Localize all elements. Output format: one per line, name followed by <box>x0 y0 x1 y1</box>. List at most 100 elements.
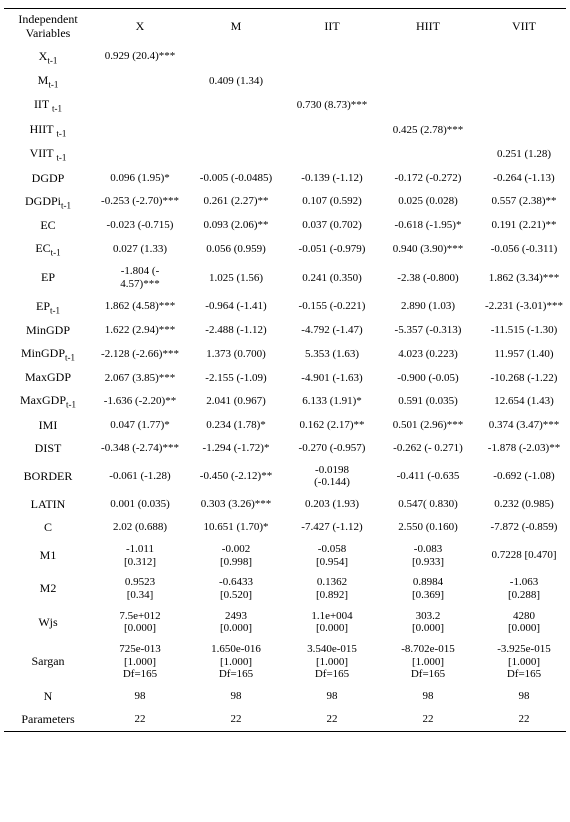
cell: 2.02 (0.688) <box>92 516 188 539</box>
cell: -2.231 (-3.01)*** <box>476 295 570 319</box>
table-row: LATIN0.001 (0.035)0.303 (3.26)***0.203 (… <box>4 493 570 516</box>
row-label-subscript: t-1 <box>47 55 57 65</box>
cell: 0.261 (2.27)** <box>188 190 284 214</box>
cell: 0.037 (0.702) <box>284 214 380 237</box>
cell: -7.427 (-1.12) <box>284 516 380 539</box>
cell: 0.251 (1.28) <box>476 142 570 166</box>
row-label-text: IMI <box>39 418 58 432</box>
table-row: EC-0.023 (-0.715)0.093 (2.06)**0.037 (0.… <box>4 214 570 237</box>
row-label-text: MaxGDP <box>20 393 66 407</box>
cell: 725e-013[1.000]Df=165 <box>92 639 188 685</box>
row-label-text: M1 <box>40 548 57 562</box>
cell: 0.501 (2.96)*** <box>380 414 476 437</box>
row-label: BORDER <box>4 460 92 493</box>
cell: -0.002[0.998] <box>188 539 284 572</box>
cell: 1.1e+004[0.000] <box>284 606 380 639</box>
row-label-text: M <box>38 73 49 87</box>
row-label: MaxGDP <box>4 366 92 389</box>
cell: -0.056 (-0.311) <box>476 237 570 261</box>
cell: 0.7228 [0.470] <box>476 539 570 572</box>
cell: 4280[0.000] <box>476 606 570 639</box>
row-label: MinGDP <box>4 319 92 342</box>
table-row: C2.02 (0.688)10.651 (1.70)*-7.427 (-1.12… <box>4 516 570 539</box>
cell: -2.38 (-0.800) <box>380 261 476 294</box>
cell: 2.041 (0.967) <box>188 389 284 413</box>
table-row: MaxGDPt-1-1.636 (-2.20)**2.041 (0.967)6.… <box>4 389 570 413</box>
row-label: MaxGDPt-1 <box>4 389 92 413</box>
cell: 0.056 (0.959) <box>188 237 284 261</box>
cell <box>92 93 188 117</box>
cell <box>380 142 476 166</box>
cell: -0.253 (-2.70)*** <box>92 190 188 214</box>
row-label: M1 <box>4 539 92 572</box>
col-head-1: M <box>188 9 284 45</box>
bottom-rule <box>4 731 566 732</box>
cell: -0.051 (-0.979) <box>284 237 380 261</box>
cell: -1.294 (-1.72)* <box>188 437 284 460</box>
row-label-text: VIIT <box>30 146 57 160</box>
cell: 5.353 (1.63) <box>284 342 380 366</box>
cell: 0.232 (0.985) <box>476 493 570 516</box>
cell: -4.792 (-1.47) <box>284 319 380 342</box>
row-label-text: Sargan <box>31 654 64 668</box>
cell: 3.540e-015[1.000]Df=165 <box>284 639 380 685</box>
cell <box>188 118 284 142</box>
table-row: DIST-0.348 (-2.74)***-1.294 (-1.72)*-0.2… <box>4 437 570 460</box>
cell <box>380 45 476 69</box>
cell: -0.083[0.933] <box>380 539 476 572</box>
row-label-text: IIT <box>34 97 52 111</box>
row-label-text: BORDER <box>24 469 73 483</box>
cell <box>188 93 284 117</box>
row-label-text: DGDP <box>32 171 65 185</box>
row-label: Sargan <box>4 639 92 685</box>
cell: -0.348 (-2.74)*** <box>92 437 188 460</box>
row-label: Xt-1 <box>4 45 92 69</box>
row-label-subscript: t-1 <box>66 400 76 410</box>
cell: -0.262 (- 0.271) <box>380 437 476 460</box>
cell: -0.964 (-1.41) <box>188 295 284 319</box>
row-label-text: EC <box>35 241 50 255</box>
cell <box>380 93 476 117</box>
cell: 0.027 (1.33) <box>92 237 188 261</box>
row-label-text: LATIN <box>31 497 66 511</box>
cell: 22 <box>92 708 188 731</box>
cell: 2.067 (3.85)*** <box>92 366 188 389</box>
row-label-subscript: t-1 <box>61 200 71 210</box>
cell: 0.203 (1.93) <box>284 493 380 516</box>
row-label: DGDP <box>4 167 92 190</box>
cell <box>476 118 570 142</box>
cell: 0.940 (3.90)*** <box>380 237 476 261</box>
row-label-subscript: t-1 <box>50 305 60 315</box>
cell: -1.063[0.288] <box>476 572 570 605</box>
row-label-subscript: t-1 <box>52 104 62 114</box>
cell: 2.890 (1.03) <box>380 295 476 319</box>
row-label-text: DGDPi <box>25 194 61 208</box>
row-label-subscript: t-1 <box>65 352 75 362</box>
row-label: N <box>4 685 92 708</box>
cell: 12.654 (1.43) <box>476 389 570 413</box>
cell: -3.925e-015[1.000]Df=165 <box>476 639 570 685</box>
row-label: VIIT t-1 <box>4 142 92 166</box>
cell: -2.155 (-1.09) <box>188 366 284 389</box>
cell: -2.128 (-2.66)*** <box>92 342 188 366</box>
cell: -10.268 (-1.22) <box>476 366 570 389</box>
cell: -0.155 (-0.221) <box>284 295 380 319</box>
row-label: DGDPit-1 <box>4 190 92 214</box>
cell: -7.872 (-0.859) <box>476 516 570 539</box>
table-row: Xt-10.929 (20.4)*** <box>4 45 570 69</box>
row-label: M2 <box>4 572 92 605</box>
cell: -5.357 (-0.313) <box>380 319 476 342</box>
row-label-text: Parameters <box>21 712 74 726</box>
cell: 2493[0.000] <box>188 606 284 639</box>
cell <box>284 118 380 142</box>
cell: -4.901 (-1.63) <box>284 366 380 389</box>
cell: 22 <box>476 708 570 731</box>
cell: 1.862 (4.58)*** <box>92 295 188 319</box>
cell: 0.591 (0.035) <box>380 389 476 413</box>
cell: 2.550 (0.160) <box>380 516 476 539</box>
cell: 0.162 (2.17)** <box>284 414 380 437</box>
row-label: IMI <box>4 414 92 437</box>
row-label-text: HIIT <box>30 122 57 136</box>
table-row: N9898989898 <box>4 685 570 708</box>
cell: -0.0198(-0.144) <box>284 460 380 493</box>
